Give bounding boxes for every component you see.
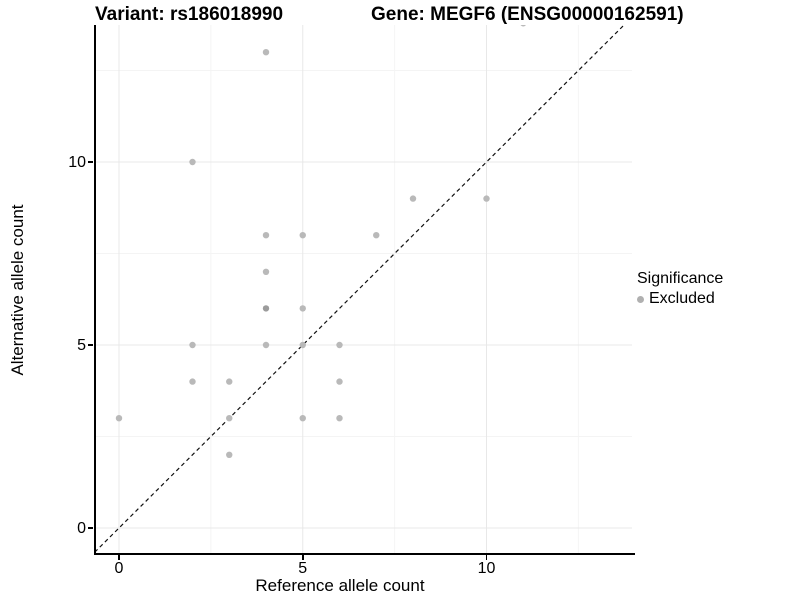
data-point — [409, 195, 417, 202]
plot-panel — [95, 25, 632, 554]
data-point — [299, 232, 306, 239]
x-tick-label: 10 — [477, 560, 496, 577]
plot-svg — [95, 25, 632, 554]
data-point — [115, 415, 123, 422]
y-tick-label: 10 — [68, 153, 86, 171]
x-tick-mark — [118, 555, 120, 560]
data-point — [373, 232, 380, 239]
data-point — [262, 268, 270, 275]
y-tick-label: 0 — [77, 519, 86, 537]
data-point — [226, 451, 233, 458]
identity-dashed-line — [95, 25, 625, 553]
plot-title-variant: Variant: rs186018990 — [95, 4, 284, 25]
x-axis-line — [93, 553, 635, 555]
legend-point-icon — [637, 295, 644, 303]
data-point — [189, 378, 196, 385]
data-point — [299, 305, 306, 312]
data-point — [262, 232, 270, 239]
data-point — [226, 378, 233, 385]
x-tick-mark — [485, 555, 488, 560]
legend-title: Significance — [637, 270, 724, 287]
data-point — [189, 341, 196, 349]
data-point — [262, 341, 270, 349]
x-tick-mark — [302, 555, 304, 560]
x-axis-title: Reference allele count — [255, 576, 425, 595]
data-point — [262, 305, 270, 312]
data-point — [336, 341, 343, 349]
x-tick-label: 5 — [298, 560, 308, 577]
y-axis-title: Alternative allele count — [8, 204, 27, 376]
data-point — [336, 415, 343, 422]
data-point — [262, 49, 270, 56]
legend-item-excluded: Excluded — [637, 290, 723, 308]
y-tick-mark — [88, 344, 93, 346]
data-point — [336, 378, 343, 385]
x-tick-label: 0 — [114, 560, 124, 577]
data-point — [299, 341, 306, 349]
data-point — [189, 158, 196, 166]
data-point — [226, 415, 233, 422]
data-point — [520, 25, 526, 27]
y-tick-mark — [88, 527, 93, 529]
legend-item-label: Excluded — [649, 290, 715, 307]
y-tick-label: 5 — [77, 336, 86, 354]
legend: Significance Excluded — [637, 270, 723, 308]
data-point — [299, 415, 306, 422]
y-axis-line — [93, 25, 96, 555]
data-point — [483, 195, 490, 202]
plot-title-gene: Gene: MEGF6 (ENSG00000162591) — [371, 4, 684, 25]
y-tick-mark — [88, 161, 93, 163]
